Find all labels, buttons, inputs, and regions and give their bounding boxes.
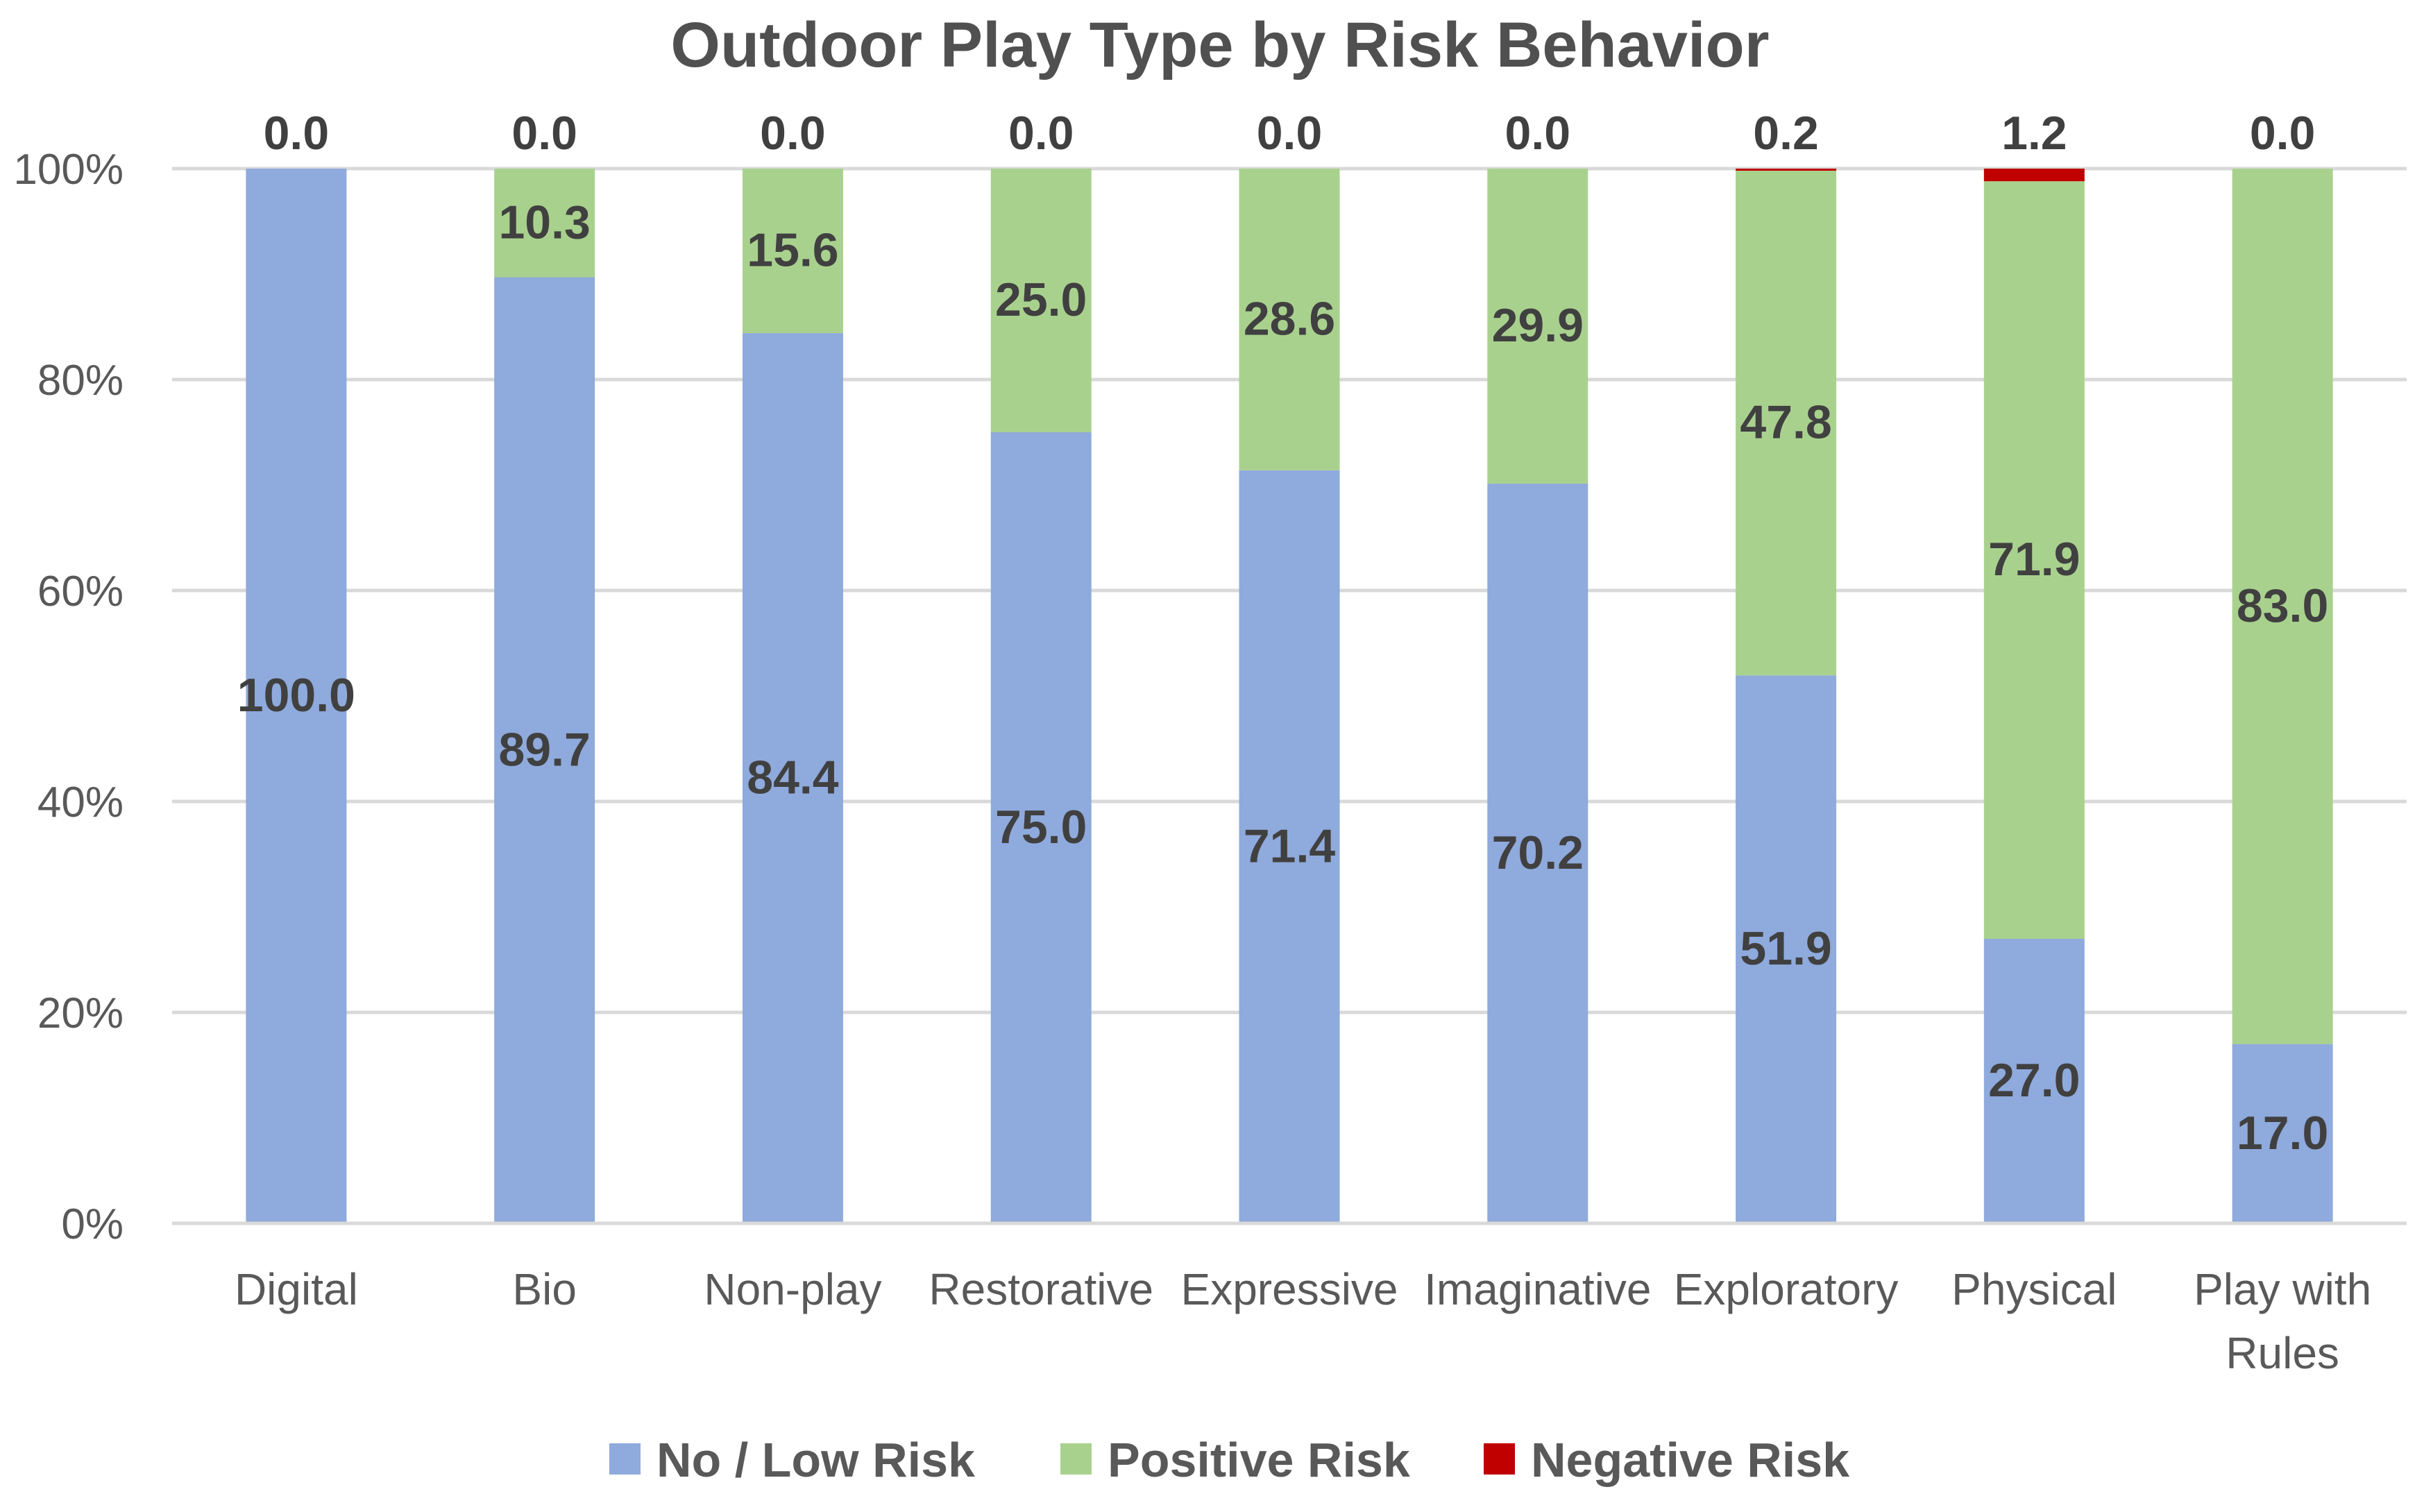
x-tick-label: Bio (512, 1264, 577, 1314)
data-label: 25.0 (995, 273, 1087, 326)
data-label: 0.0 (1008, 107, 1074, 160)
legend-item: Negative Risk (1484, 1433, 1849, 1487)
legend: No / Low Risk Positive Risk Negative Risk (609, 1433, 1849, 1487)
data-label: 29.9 (1492, 299, 1584, 352)
bar-segment-no-low-risk (1983, 939, 2085, 1223)
bar-segment-positive-risk (1983, 181, 2085, 940)
data-label: 15.6 (747, 224, 838, 277)
data-label: 84.4 (747, 751, 839, 804)
bar-segment-no-low-risk (990, 432, 1092, 1223)
bar-segment-positive-risk (990, 169, 1092, 432)
legend-label: No / Low Risk (656, 1433, 975, 1487)
bar-segment-no-low-risk (1487, 484, 1588, 1223)
bar-segment-no-low-risk (494, 277, 595, 1223)
bar-segment-no-low-risk (742, 333, 843, 1223)
data-label: 71.9 (1988, 533, 2080, 586)
x-tick-label: Expressive (1181, 1264, 1398, 1314)
x-tick-label: Physical (1951, 1264, 2117, 1314)
data-label: 70.2 (1492, 826, 1584, 879)
data-label: 0.0 (264, 107, 330, 160)
bar-segment-no-low-risk (2232, 1044, 2333, 1223)
y-tick-label: 20% (37, 989, 124, 1037)
axes: 0% 20% 40% 60% 80% 100% Digital Bio Non-play Rest… (13, 146, 2407, 1378)
x-tick-label: Restorative (929, 1264, 1153, 1314)
data-label: 89.7 (498, 723, 590, 776)
bar-segment-positive-risk (742, 169, 843, 334)
legend-swatch (609, 1443, 641, 1475)
data-labels: 100.0 0.0 89.7 10.3 0.0 84.4 15.6 0.0 75.0 25.0 0.… (237, 107, 2328, 1160)
data-label: 100.0 (237, 669, 355, 722)
x-tick-label: Play with (2194, 1264, 2371, 1314)
y-tick-label: 40% (37, 779, 124, 826)
data-label: 0.0 (2250, 107, 2316, 160)
data-label: 0.0 (1505, 107, 1571, 160)
data-label: 17.0 (2237, 1107, 2328, 1160)
y-tick-label: 80% (37, 357, 124, 405)
data-label: 0.0 (760, 107, 826, 160)
y-tick-label: 0% (61, 1200, 124, 1248)
bar-segment-positive-risk (1736, 171, 1837, 676)
legend-label: Negative Risk (1531, 1433, 1849, 1487)
bar-segment-negative-risk (1983, 169, 2085, 182)
data-label: 71.4 (1244, 819, 1336, 872)
x-tick-label: Exploratory (1674, 1264, 1899, 1314)
data-label: 83.0 (2237, 579, 2328, 632)
legend-swatch (1060, 1443, 1092, 1475)
legend-swatch (1484, 1443, 1515, 1475)
data-label: 75.0 (995, 801, 1087, 853)
bar-segment-no-low-risk (1239, 470, 1340, 1223)
bar-segment-no-low-risk (246, 169, 347, 1223)
legend-item: Positive Risk (1060, 1433, 1410, 1487)
data-label: 0.2 (1753, 107, 1819, 160)
x-tick-label: Imaginative (1424, 1264, 1651, 1314)
data-label: 1.2 (2001, 107, 2067, 160)
bar-segment-no-low-risk (1736, 675, 1837, 1223)
data-label: 10.3 (498, 196, 590, 248)
bar-segment-negative-risk (1736, 169, 1837, 171)
data-label: 47.8 (1740, 396, 1831, 449)
y-tick-label: 60% (37, 568, 124, 615)
legend-item: No / Low Risk (609, 1433, 975, 1487)
bar-segment-positive-risk (1487, 169, 1588, 484)
x-tick-label: Rules (2226, 1328, 2339, 1378)
bar-segment-positive-risk (2232, 169, 2333, 1044)
data-label: 27.0 (1988, 1054, 2080, 1107)
bar-segment-positive-risk (1239, 169, 1340, 470)
data-label: 51.9 (1740, 922, 1831, 975)
legend-label: Positive Risk (1108, 1433, 1410, 1487)
x-tick-label: Digital (235, 1264, 358, 1314)
y-tick-label: 100% (13, 146, 124, 194)
bars (246, 169, 2333, 1223)
chart-title: Outdoor Play Type by Risk Behavior (670, 10, 1769, 80)
data-label: 28.6 (1244, 292, 1335, 345)
x-tick-label: Non-play (704, 1264, 881, 1314)
data-label: 0.0 (1257, 107, 1323, 160)
data-label: 0.0 (511, 107, 577, 160)
bar-segment-positive-risk (494, 169, 595, 278)
